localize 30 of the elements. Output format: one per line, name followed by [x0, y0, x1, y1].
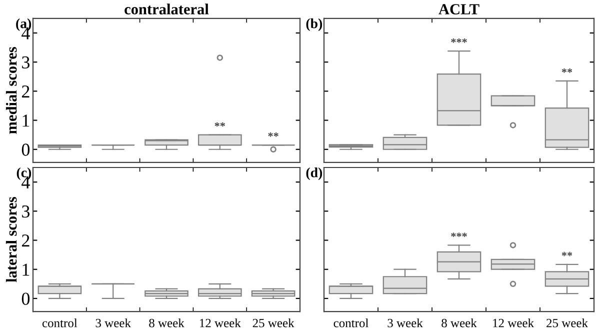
x-tick-label: 25 week — [546, 318, 588, 328]
annotation: ** — [268, 132, 278, 137]
annotation: *** — [451, 232, 467, 237]
x-tick-label: 12 week — [493, 318, 534, 328]
annotation: *** — [451, 38, 467, 43]
x-tick-label: 8 week — [149, 318, 184, 328]
text: (b) — [306, 18, 322, 32]
x-tick-label: 3 week — [388, 318, 423, 328]
x-tick-label: 8 week — [442, 318, 477, 328]
x-tick-label: 12 week — [200, 318, 241, 328]
annotation: ** — [214, 122, 225, 127]
y-tick-label: 2 — [22, 85, 30, 98]
y-tick-label: 1 — [22, 264, 30, 276]
text: (d) — [306, 168, 322, 180]
y-tick-label: 0 — [22, 144, 30, 156]
x-tick-label: control — [42, 318, 78, 328]
y-tick-label: 3 — [22, 56, 30, 69]
y-axis-title: lateral scores — [6, 196, 17, 282]
x-tick-label: control — [334, 318, 368, 328]
y-tick-label: 3 — [22, 205, 30, 218]
x-tick-label: 3 week — [96, 318, 131, 328]
y-tick-label: 1 — [22, 114, 30, 127]
y-tick-label: 2 — [22, 234, 30, 247]
chart-title: ACLT — [438, 4, 480, 14]
chart-title: contralateral — [124, 4, 209, 14]
annotation: ** — [562, 252, 572, 256]
y-axis-title: medial scores — [6, 47, 17, 134]
y-tick-label: 0 — [22, 292, 30, 305]
x-tick-label: 25 week — [252, 318, 294, 328]
annotation: ** — [562, 68, 572, 73]
